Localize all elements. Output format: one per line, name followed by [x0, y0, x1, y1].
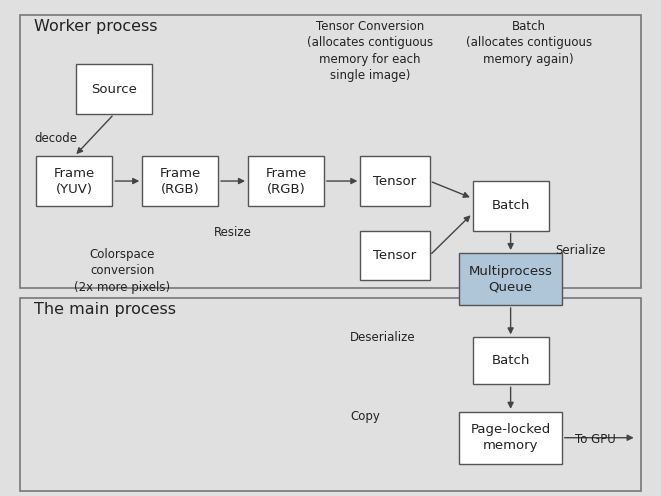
- Text: Frame
(RGB): Frame (RGB): [265, 167, 307, 195]
- Text: Deserialize: Deserialize: [350, 331, 416, 344]
- Text: Frame
(RGB): Frame (RGB): [159, 167, 201, 195]
- Text: Serialize: Serialize: [555, 244, 605, 257]
- Text: The main process: The main process: [34, 302, 176, 316]
- Text: Colorspace
conversion
(2x more pixels): Colorspace conversion (2x more pixels): [74, 248, 171, 294]
- Text: Resize: Resize: [214, 226, 252, 239]
- Text: Frame
(YUV): Frame (YUV): [54, 167, 95, 195]
- FancyBboxPatch shape: [20, 15, 641, 288]
- Text: decode: decode: [34, 132, 77, 145]
- Text: To GPU: To GPU: [575, 434, 616, 446]
- Text: Tensor: Tensor: [373, 249, 416, 262]
- Text: Tensor Conversion
(allocates contiguous
memory for each
single image): Tensor Conversion (allocates contiguous …: [307, 20, 433, 82]
- Text: Worker process: Worker process: [34, 19, 158, 34]
- FancyBboxPatch shape: [142, 156, 218, 206]
- Text: Copy: Copy: [350, 410, 380, 423]
- Text: Tensor: Tensor: [373, 175, 416, 187]
- FancyBboxPatch shape: [76, 64, 152, 114]
- Text: Multiprocess
Queue: Multiprocess Queue: [469, 264, 553, 294]
- FancyBboxPatch shape: [36, 156, 112, 206]
- FancyBboxPatch shape: [248, 156, 324, 206]
- FancyBboxPatch shape: [459, 253, 562, 305]
- FancyBboxPatch shape: [459, 412, 562, 464]
- FancyBboxPatch shape: [360, 156, 430, 206]
- FancyBboxPatch shape: [473, 181, 549, 231]
- FancyBboxPatch shape: [20, 298, 641, 491]
- FancyBboxPatch shape: [360, 231, 430, 280]
- Text: Batch: Batch: [491, 199, 530, 212]
- Text: Batch: Batch: [491, 354, 530, 368]
- Text: Batch
(allocates contiguous
memory again): Batch (allocates contiguous memory again…: [466, 20, 592, 66]
- Text: Page-locked
memory: Page-locked memory: [471, 423, 551, 452]
- Text: Source: Source: [91, 83, 137, 96]
- FancyBboxPatch shape: [473, 337, 549, 384]
